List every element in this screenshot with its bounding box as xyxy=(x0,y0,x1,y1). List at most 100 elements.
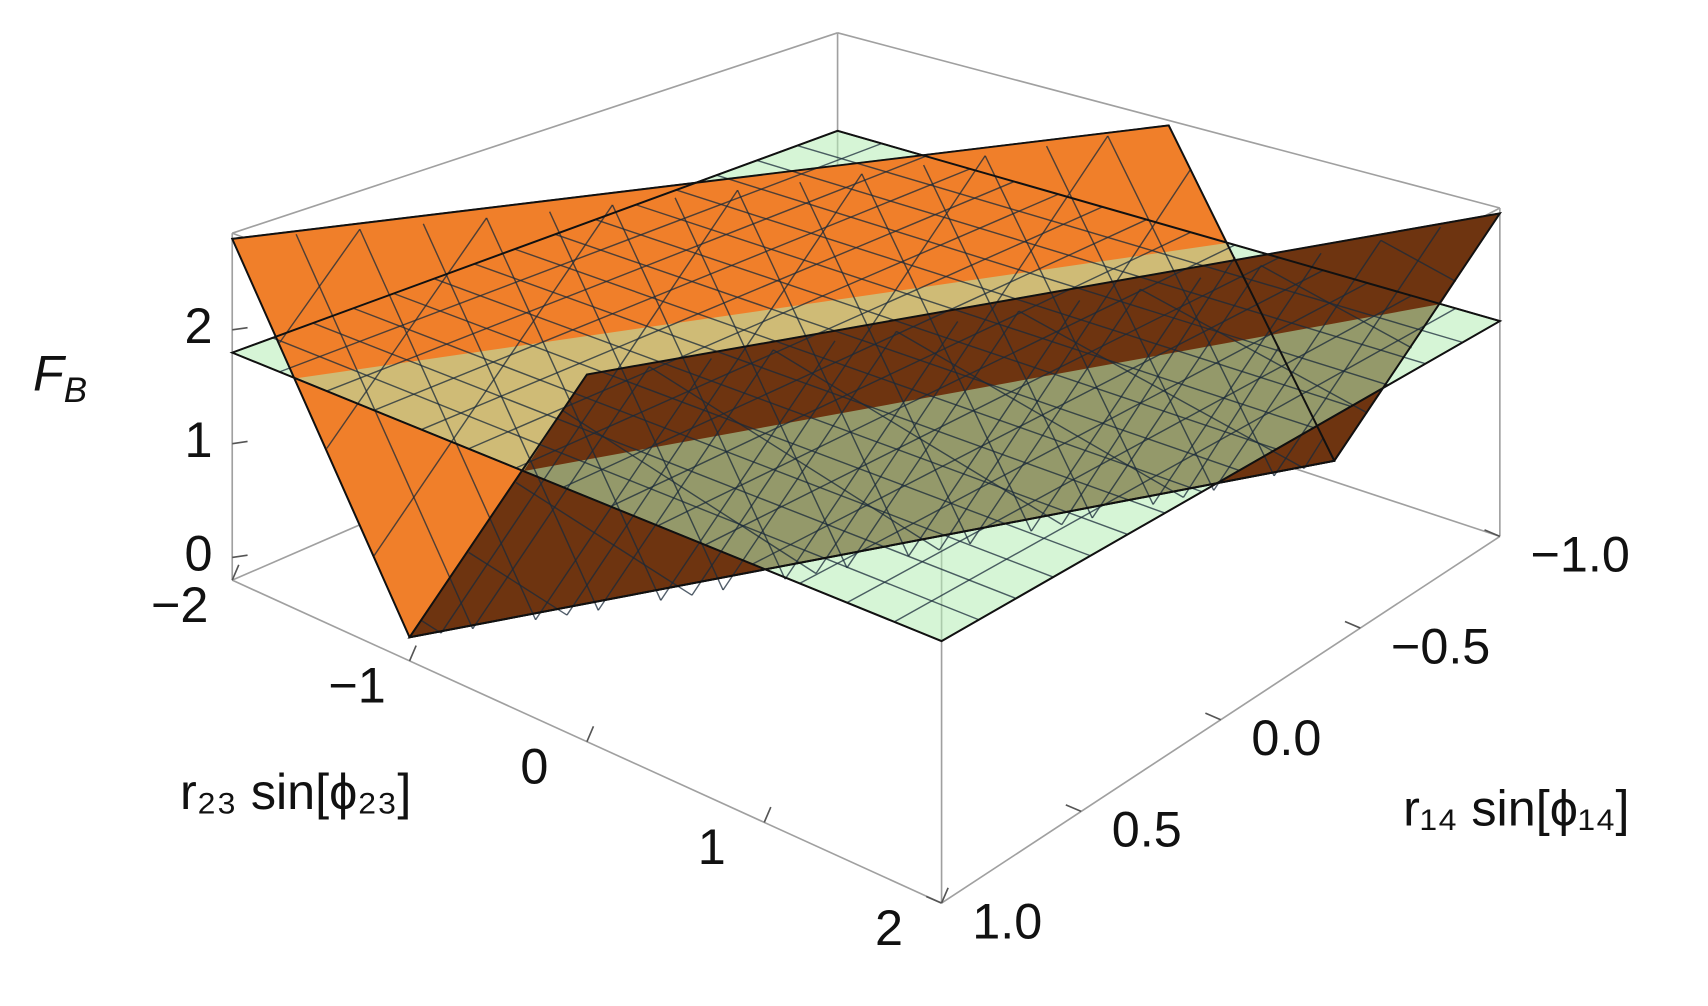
surface-upper xyxy=(232,125,1228,379)
mesh-line xyxy=(468,193,1059,450)
mesh-line xyxy=(326,155,927,392)
y-tick xyxy=(1484,529,1501,538)
mesh-line xyxy=(312,322,1017,600)
mesh-line xyxy=(896,330,1184,499)
mesh-line xyxy=(722,330,898,591)
y-tick xyxy=(1344,620,1361,629)
surface-upper xyxy=(523,213,1500,472)
mesh-line xyxy=(1139,288,1368,414)
mesh-line xyxy=(1045,145,1215,491)
mesh-line xyxy=(635,204,1314,429)
x-tick-label: −2 xyxy=(151,576,208,633)
y-tick xyxy=(1205,712,1222,721)
mesh-line xyxy=(815,135,1109,574)
mesh-line xyxy=(554,233,1240,472)
y-tick-label: −0.5 xyxy=(1391,617,1490,674)
mesh-line xyxy=(1152,252,1322,505)
mesh-line xyxy=(279,142,882,373)
mesh-line xyxy=(393,292,1091,557)
y-tick xyxy=(925,895,942,904)
mesh-line xyxy=(474,263,1166,514)
mesh-line xyxy=(1303,437,1324,469)
mesh-line xyxy=(772,349,1063,526)
mesh-line xyxy=(846,310,1020,569)
mesh-line xyxy=(1107,135,1275,477)
x-tick xyxy=(763,806,772,823)
mesh-line xyxy=(562,218,1147,488)
mesh-line xyxy=(716,174,1389,386)
mesh-line xyxy=(922,164,1093,519)
mesh-line xyxy=(1182,346,1280,498)
x-tick xyxy=(586,725,595,742)
mesh-line xyxy=(648,366,940,551)
mesh-line xyxy=(373,168,971,411)
mesh-line xyxy=(514,248,1203,493)
x-tick-label: 1 xyxy=(698,818,726,875)
mesh-line xyxy=(1380,239,1457,282)
x-tick xyxy=(940,887,949,904)
mesh-line xyxy=(1061,256,1236,526)
mesh-line xyxy=(691,155,986,596)
y-tick xyxy=(1065,804,1082,813)
mesh-line xyxy=(1213,239,1382,491)
y-tick-label: −1.0 xyxy=(1531,526,1630,583)
mesh-line xyxy=(797,144,1463,344)
y-tick-label: 0.0 xyxy=(1251,709,1321,766)
mesh-line xyxy=(752,269,1324,565)
mesh-line xyxy=(1091,265,1262,519)
mesh-line xyxy=(893,307,1457,623)
mesh-line xyxy=(548,211,724,591)
z-axis-label: FB xyxy=(33,345,87,410)
mesh-line xyxy=(938,168,1192,551)
mesh-line xyxy=(704,256,1280,546)
mesh-line xyxy=(468,551,568,616)
mesh-line xyxy=(657,244,1236,527)
mesh-line xyxy=(515,481,693,596)
mesh-line xyxy=(353,307,1054,578)
mesh-line xyxy=(675,189,1352,408)
mesh-line xyxy=(295,233,474,630)
mesh-line xyxy=(1030,277,1202,532)
surface-outline xyxy=(229,129,1503,643)
x-tick xyxy=(231,564,240,581)
x-tick-label: −1 xyxy=(328,657,385,714)
mesh-line xyxy=(433,278,1128,536)
surface-outline xyxy=(407,211,1502,639)
mesh-line xyxy=(846,295,1412,604)
mesh-line xyxy=(595,218,1277,450)
y-tick-label: 1.0 xyxy=(972,892,1042,949)
box-edge xyxy=(231,32,838,234)
mesh-line xyxy=(784,321,959,580)
mesh-line xyxy=(422,223,599,611)
mesh-line xyxy=(674,197,848,569)
z-tick-label: 0 xyxy=(185,525,213,582)
mesh-line xyxy=(969,288,1141,545)
y-axis-label: r₁₄ sin[ϕ₁₄] xyxy=(1403,780,1629,837)
z-tick xyxy=(232,554,248,559)
mesh-line xyxy=(799,181,971,545)
mesh-line xyxy=(421,180,1015,431)
mesh-line xyxy=(440,189,739,634)
box-edge xyxy=(837,32,1501,209)
z-tick xyxy=(232,326,248,331)
mesh-line xyxy=(799,282,1368,585)
x-tick-label: 2 xyxy=(875,899,903,956)
mesh-line xyxy=(515,206,1103,469)
z-tick-label: 1 xyxy=(185,411,213,468)
mesh-line xyxy=(1260,265,1412,349)
mesh-line xyxy=(610,231,1192,508)
y-tick-label: 0.5 xyxy=(1112,801,1182,858)
mesh-line xyxy=(272,337,980,621)
z-axis-label-sub: B xyxy=(64,371,87,410)
z-axis-label-base: F xyxy=(33,345,67,402)
mesh-line xyxy=(908,300,1081,557)
z-tick xyxy=(232,440,248,445)
x-tick xyxy=(408,645,417,662)
z-tick-label: 2 xyxy=(185,297,213,354)
mesh-line xyxy=(756,159,1426,365)
x-tick-label: 0 xyxy=(520,737,548,794)
x-axis-label: r₂₃ sin[ϕ₂₃] xyxy=(180,763,411,820)
mesh-line xyxy=(566,173,863,616)
